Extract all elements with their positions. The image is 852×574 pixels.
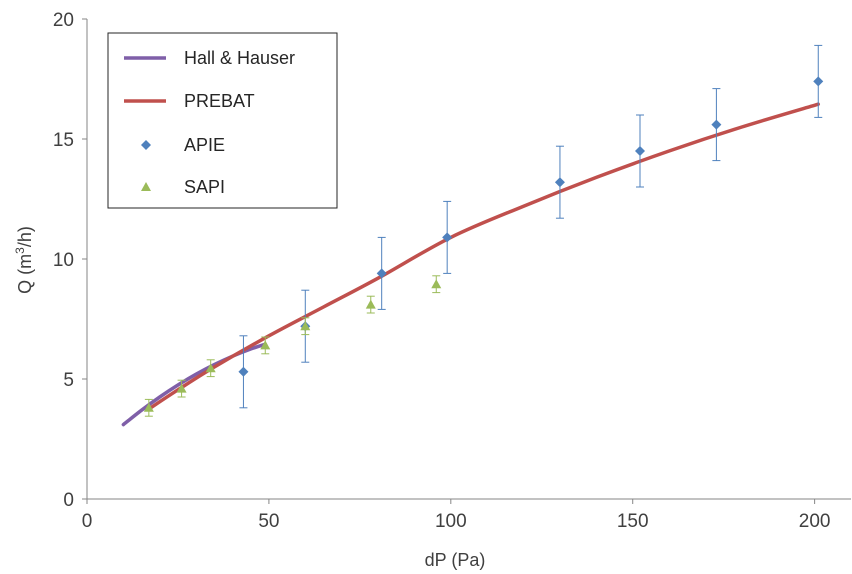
legend-swatch [141, 182, 151, 191]
data-point [813, 76, 824, 87]
y-tick-label: 15 [53, 130, 74, 151]
legend-label: APIE [184, 135, 225, 155]
legend-swatch [141, 140, 151, 150]
y-tick-label: 5 [63, 370, 74, 391]
legend-item: PREBAT [124, 91, 255, 111]
legend-box [107, 32, 338, 209]
x-tick-label: 0 [82, 511, 93, 532]
legend-item: APIE [141, 135, 225, 155]
y-axis-title: Q (m3/h) [13, 226, 35, 294]
legend-label: Hall & Hauser [184, 48, 295, 68]
legend-label: PREBAT [184, 91, 255, 111]
y-tick-label: 0 [63, 490, 74, 511]
y-tick-label: 20 [53, 10, 74, 31]
series-sapi [143, 275, 442, 417]
series-line [121, 342, 268, 427]
data-point [238, 366, 249, 377]
data-point [431, 279, 442, 289]
data-point [711, 119, 722, 130]
series-layer [121, 44, 824, 427]
series-prebat [147, 102, 821, 411]
x-tick-label: 50 [258, 511, 279, 532]
data-point [300, 321, 311, 331]
legend-item: SAPI [141, 177, 225, 197]
legend-label: SAPI [184, 177, 225, 197]
x-tick-label: 100 [435, 511, 467, 532]
data-point [205, 363, 216, 373]
series-line [147, 102, 821, 411]
data-point [365, 299, 376, 309]
data-point [554, 177, 565, 188]
y-axis-title-end: /h) [15, 226, 35, 247]
legend-item: Hall & Hauser [124, 48, 295, 68]
y-axis-title-superscript: 3 [13, 247, 27, 254]
data-point [260, 340, 271, 350]
x-tick-label: 200 [799, 511, 831, 532]
data-point [634, 146, 645, 156]
x-tick-label: 150 [617, 511, 649, 532]
y-tick-label: 10 [53, 250, 74, 271]
data-point [376, 268, 387, 279]
series-hall-hauser [121, 342, 268, 427]
data-point [442, 232, 453, 243]
y-axis-title-main: Q (m [15, 254, 35, 294]
legend: Hall & Hauser PREBAT APIE SAPI [107, 32, 338, 209]
data-point [143, 402, 154, 412]
data-point [176, 383, 187, 393]
axes: 0 50 100 150 200 0 5 10 15 20 [53, 10, 851, 532]
x-axis-title: dP (Pa) [425, 550, 486, 570]
